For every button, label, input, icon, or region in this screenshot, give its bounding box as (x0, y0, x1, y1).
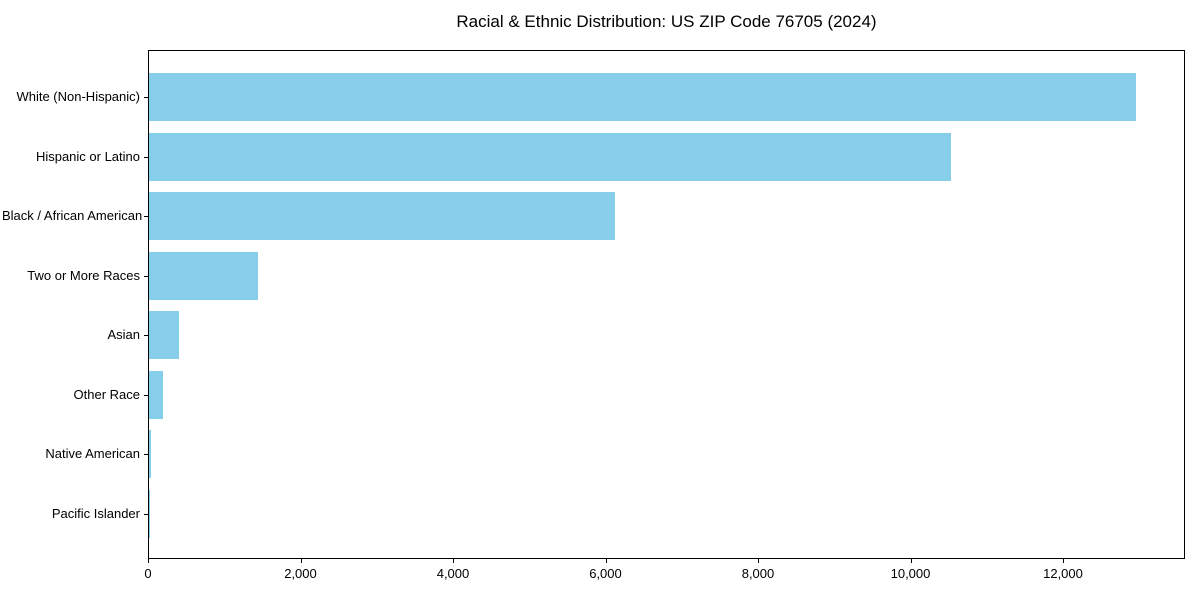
bar-pacific-islander (149, 489, 150, 538)
y-axis-label: Hispanic or Latino (35, 148, 140, 164)
x-axis-tick-label: 0 (144, 566, 152, 581)
bar-black-african-american (149, 192, 615, 241)
x-axis-tick-label: 6,000 (589, 566, 622, 581)
y-tick-mark (144, 216, 148, 218)
y-tick-mark (144, 394, 148, 396)
x-tick-mark (300, 559, 302, 563)
bar-other-race (149, 370, 164, 419)
y-tick-mark (144, 454, 148, 456)
bar-white-non-hispanic (149, 73, 1137, 121)
plot-area (148, 50, 1185, 559)
y-tick-mark (144, 335, 148, 337)
x-tick-mark (148, 559, 149, 563)
bar-asian (149, 311, 180, 360)
y-axis-label: Black / African American (2, 208, 143, 224)
x-tick-mark (453, 559, 454, 563)
x-tick-mark (910, 559, 912, 563)
y-axis-label: Asian (107, 327, 140, 343)
bar-two-or-more-races (149, 251, 258, 300)
y-axis-label: White (Non-Hispanic) (16, 89, 140, 104)
y-tick-mark (144, 513, 148, 515)
x-tick-mark (1063, 559, 1064, 563)
x-axis-tick-label: 2,000 (284, 566, 317, 581)
y-tick-mark (144, 275, 148, 277)
y-axis-label: Pacific Islander (51, 505, 140, 521)
x-tick-mark (605, 559, 607, 563)
y-tick-mark (144, 97, 148, 98)
y-axis-label: Native American (45, 446, 140, 462)
chart-title: Racial & Ethnic Distribution: US ZIP Cod… (456, 12, 877, 31)
bar-native-american (149, 430, 151, 479)
y-axis-label: Two or More Races (27, 267, 140, 283)
x-axis-tick-label: 4,000 (436, 566, 470, 581)
x-axis-tick-label: 8,000 (741, 566, 775, 581)
y-tick-mark (144, 156, 148, 158)
x-axis-tick-label: 10,000 (890, 566, 931, 581)
x-tick-mark (758, 559, 759, 563)
x-axis-tick-label: 12,000 (1043, 566, 1083, 581)
bar-hispanic-or-latino (149, 132, 952, 181)
y-axis-label: Other Race (73, 386, 140, 402)
